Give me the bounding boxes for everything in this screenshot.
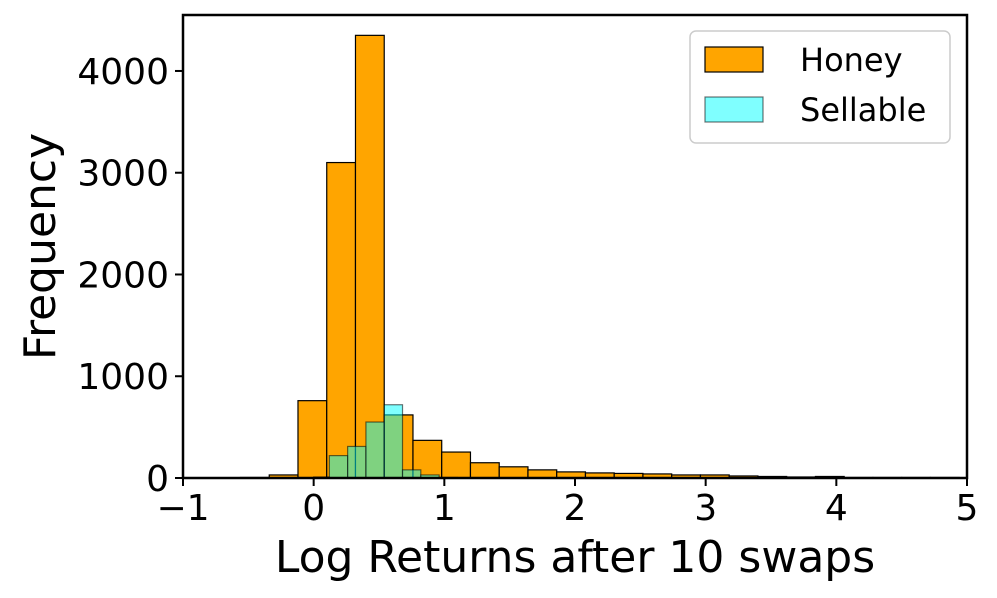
bar-honey-6 [354, 34, 385, 479]
legend-label-sellable: Sellable [800, 91, 926, 129]
bar-sellable-2 [347, 445, 367, 479]
bar-honey-5 [326, 161, 357, 479]
x-tick-label: 0 [302, 488, 325, 529]
legend-swatch-sellable [704, 96, 764, 123]
series-honey-bars [239, 34, 960, 479]
legend-label-honey: Honey [800, 41, 903, 79]
y-tick-label: 1000 [77, 357, 169, 398]
bars-layer [239, 34, 960, 479]
y-tick-label: 2000 [77, 255, 169, 296]
bar-sellable-1 [328, 455, 349, 479]
y-tick-label: 0 [146, 459, 169, 500]
bar-honey-10 [469, 462, 500, 479]
legend-swatch-honey [704, 46, 764, 73]
y-axis-label: Frequency [15, 133, 66, 360]
bar-honey-9 [441, 451, 472, 479]
y-tick-label: 3000 [77, 154, 169, 195]
bar-sellable-4 [383, 404, 404, 479]
x-tick-label: −1 [156, 488, 209, 529]
bar-honey-11 [498, 466, 529, 479]
y-tick-label: 4000 [77, 52, 169, 93]
legend: Honey Sellable [689, 30, 951, 144]
x-tick-label: 4 [825, 488, 848, 529]
x-tick-label: 1 [433, 488, 456, 529]
bar-sellable-3 [365, 421, 385, 479]
x-tick-label: 5 [956, 488, 979, 529]
x-axis-label: Log Returns after 10 swaps [275, 532, 875, 583]
bar-honey-4 [297, 400, 328, 479]
x-tick-label: 3 [694, 488, 717, 529]
x-tick-label: 2 [564, 488, 587, 529]
